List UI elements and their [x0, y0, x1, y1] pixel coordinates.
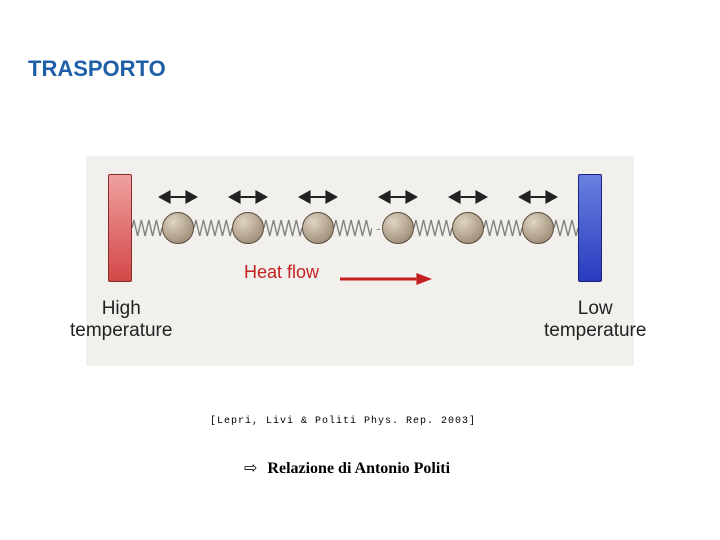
low-temperature-label-line2: temperature — [544, 320, 646, 341]
high-temperature-label-line1: High — [102, 298, 141, 319]
spring — [264, 219, 302, 237]
particle — [302, 212, 334, 244]
particle — [452, 212, 484, 244]
low-temperature-label-line1: Low — [578, 298, 613, 319]
high-temperature-label-line2: temperature — [70, 320, 172, 341]
spring — [132, 219, 162, 237]
cold-reservoir — [578, 174, 602, 282]
particle — [162, 212, 194, 244]
oscillation-arrow-icon — [228, 190, 268, 204]
spring — [334, 219, 372, 237]
oscillation-arrow-icon — [298, 190, 338, 204]
heat-flow-label: Heat flow — [244, 262, 319, 283]
citation-text: [Lepri, Livi & Politi Phys. Rep. 2003] — [210, 416, 476, 427]
oscillation-arrow-icon — [378, 190, 418, 204]
low-temperature-label: Lowtemperature — [544, 298, 646, 342]
spring — [484, 219, 522, 237]
heat-flow-arrow-icon — [340, 272, 432, 284]
spring — [554, 219, 578, 237]
hot-reservoir — [108, 174, 132, 282]
footer-arrow-icon: ⇨ — [244, 460, 257, 477]
slide: TRASPORTO [Lepri, Livi & Politi Phys. Re… — [0, 0, 720, 540]
high-temperature-label: Hightemperature — [70, 298, 172, 342]
oscillation-arrow-icon — [518, 190, 558, 204]
spring — [414, 219, 452, 237]
oscillation-arrow-icon — [448, 190, 488, 204]
particle — [522, 212, 554, 244]
footer-label: Relazione di Antonio Politi — [267, 460, 450, 477]
oscillation-arrow-icon — [158, 190, 198, 204]
footer-text: ⇨ Relazione di Antonio Politi — [244, 458, 450, 478]
spring — [194, 219, 232, 237]
particle — [382, 212, 414, 244]
page-title: TRASPORTO — [28, 56, 166, 82]
particle — [232, 212, 264, 244]
